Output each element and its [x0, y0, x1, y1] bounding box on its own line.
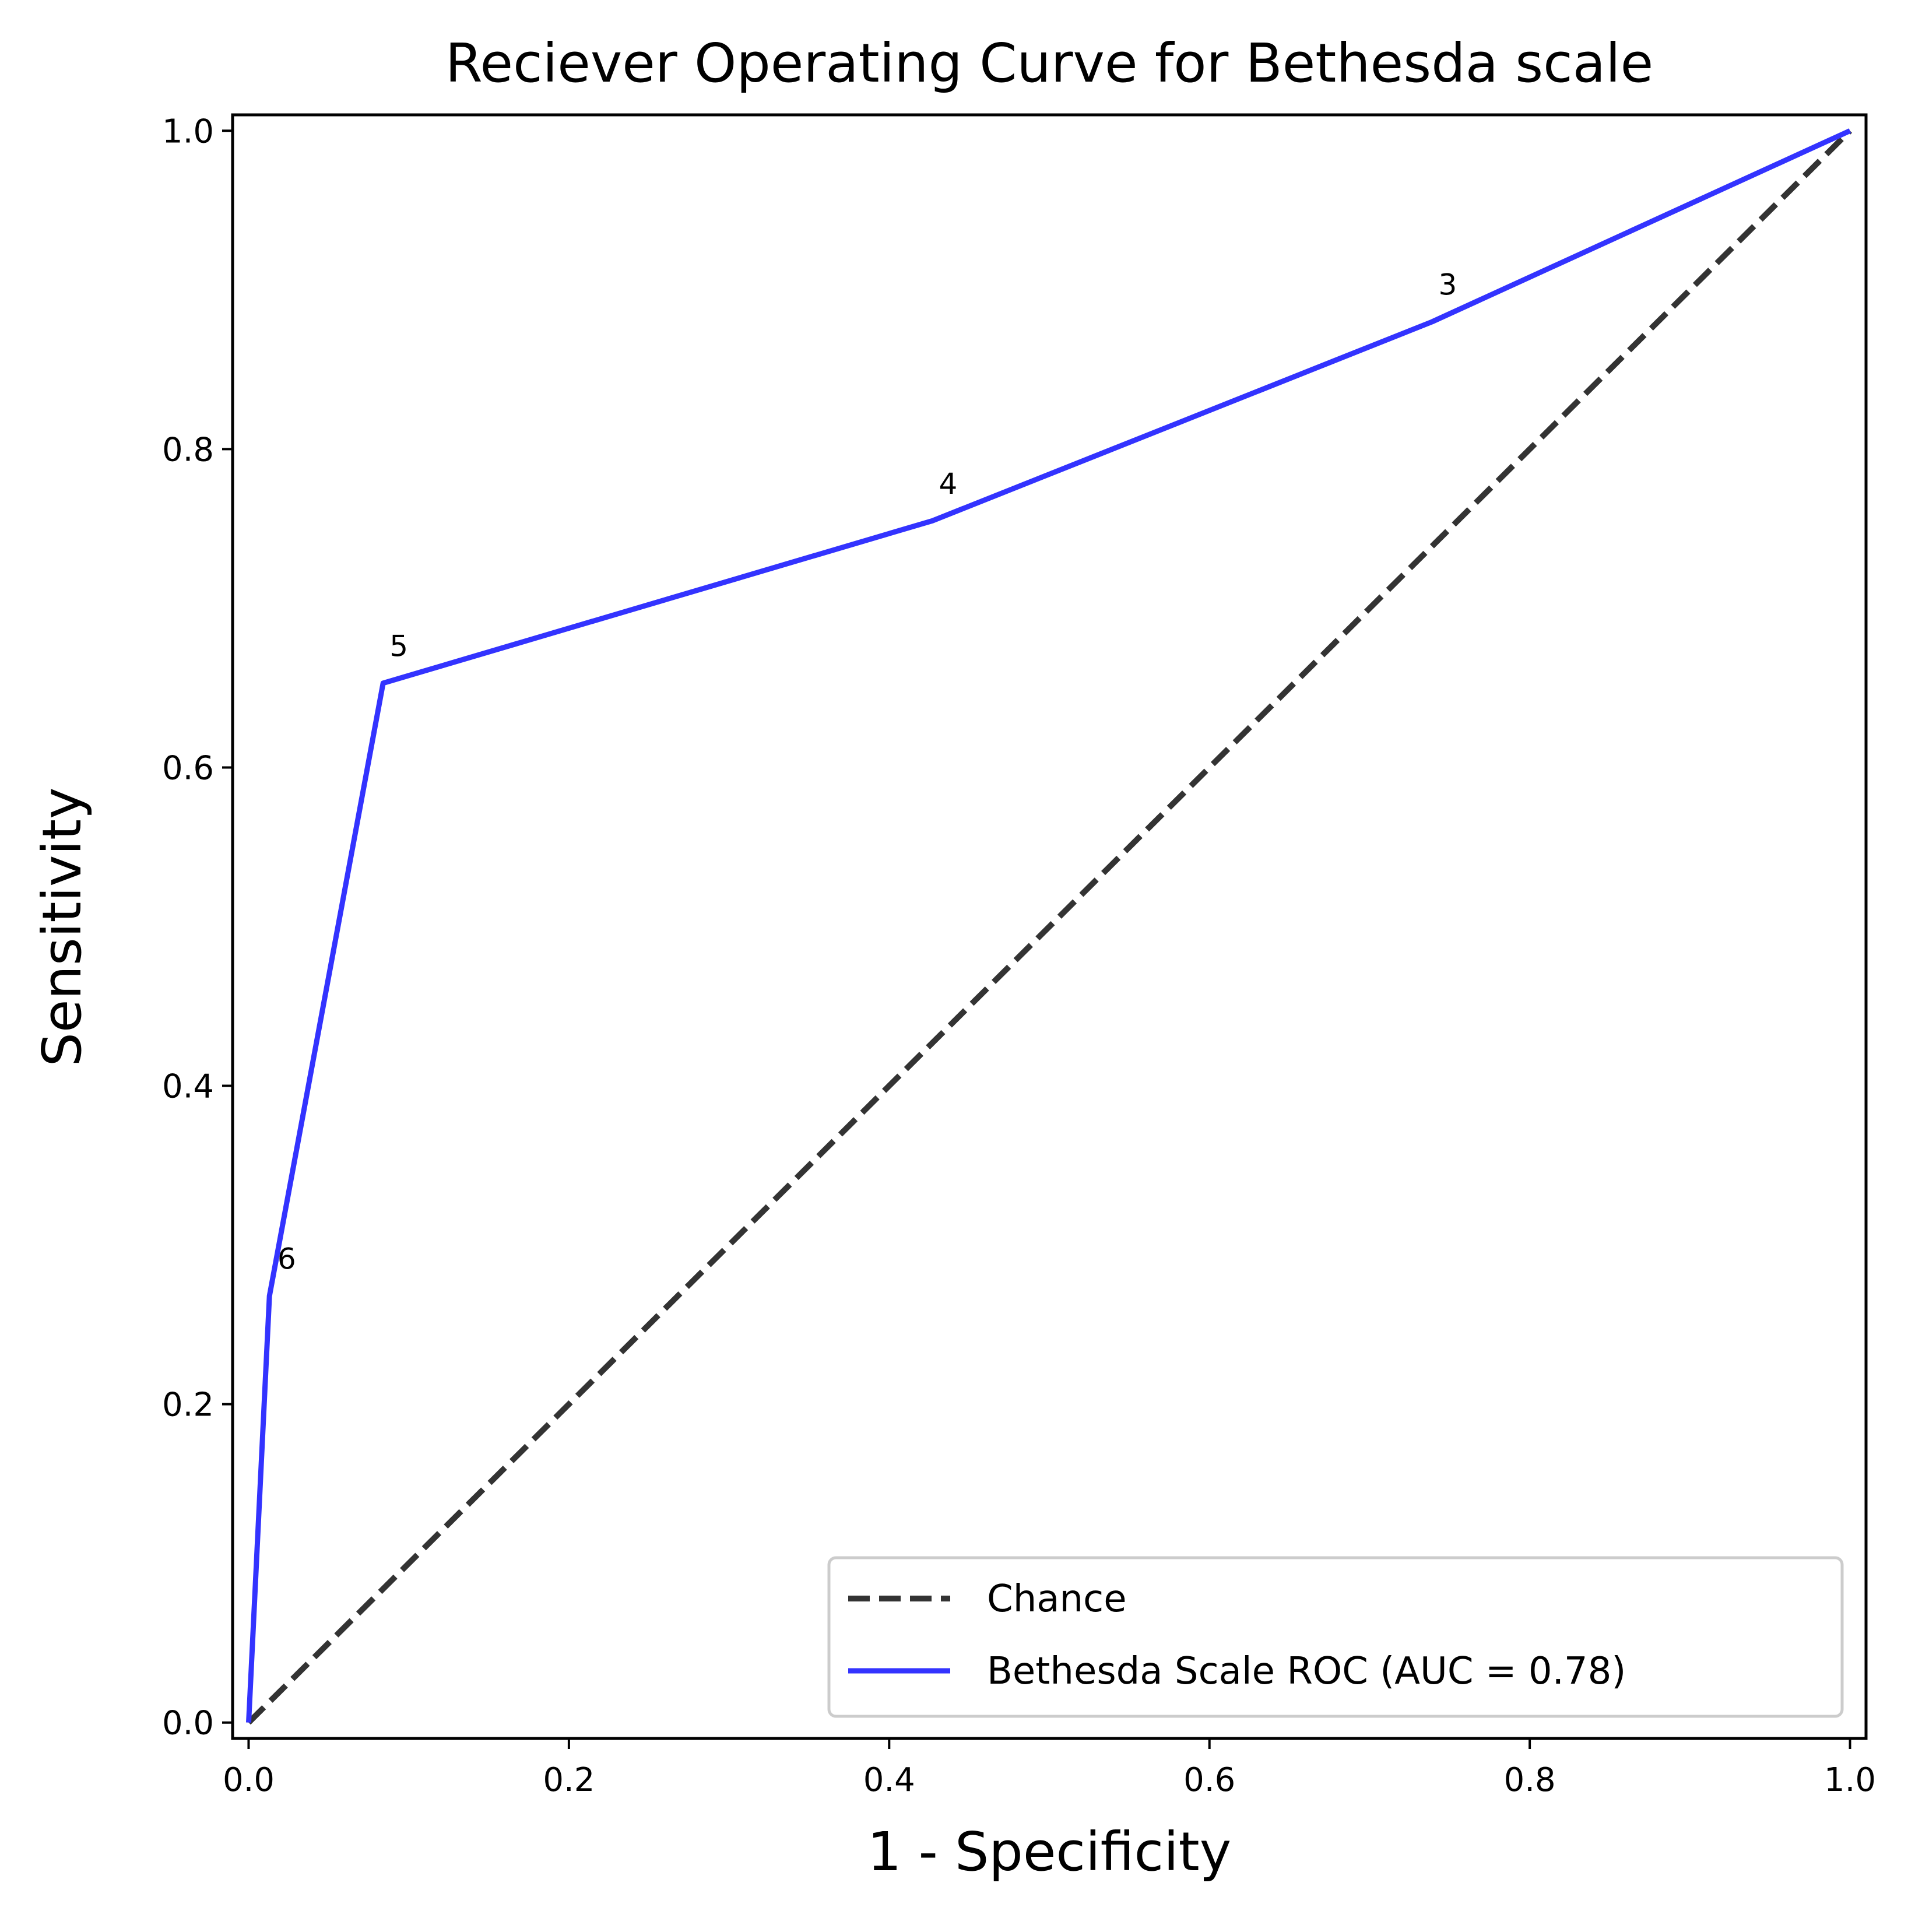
- y-axis-ticks: 0.0 0.2 0.4 0.6 0.8 1.0: [162, 113, 233, 1743]
- plot-area: 6 5 4 3: [231, 113, 1868, 1740]
- y-tick-label: 0.2: [162, 1386, 214, 1424]
- series-layer: [246, 128, 1853, 1725]
- x-axis-ticks: 0.0 0.2 0.4 0.6 0.8 1.0: [223, 1738, 1876, 1799]
- legend: Chance Bethesda Scale ROC (AUC = 0.78): [827, 1556, 1844, 1718]
- chart-title: Reciever Operating Curve for Bethesda sc…: [445, 32, 1654, 94]
- threshold-label-5: 5: [389, 629, 408, 663]
- plot-frame: [231, 113, 1868, 1740]
- x-tick-label: 0.0: [223, 1761, 275, 1799]
- y-tick-label: 0.6: [162, 749, 214, 787]
- threshold-label-6: 6: [277, 1242, 296, 1276]
- legend-box: [827, 1556, 1844, 1718]
- series-line-0-dashed: [246, 128, 1853, 1725]
- y-tick-label: 0.4: [162, 1068, 214, 1106]
- annotation-layer: 6 5 4 3: [277, 268, 1457, 1276]
- threshold-label-3: 3: [1439, 268, 1457, 302]
- legend-label-bethesda-roc: Bethesda Scale ROC (AUC = 0.78): [987, 1650, 1626, 1693]
- x-tick-label: 0.8: [1504, 1761, 1556, 1799]
- y-tick-label: 1.0: [162, 113, 214, 150]
- threshold-label-4: 4: [939, 467, 957, 501]
- y-tick-label: 0.8: [162, 431, 214, 469]
- y-tick-label: 0.0: [162, 1705, 214, 1743]
- x-tick-label: 0.6: [1183, 1761, 1235, 1799]
- x-tick-label: 1.0: [1824, 1761, 1876, 1799]
- x-tick-label: 0.2: [543, 1761, 595, 1799]
- x-tick-label: 0.4: [863, 1761, 915, 1799]
- series-line-1-solid: [246, 128, 1851, 1723]
- x-axis-title: 1 - Specificity: [867, 1821, 1231, 1883]
- y-axis-title: Sensitivity: [31, 788, 93, 1067]
- legend-label-chance: Chance: [987, 1578, 1127, 1621]
